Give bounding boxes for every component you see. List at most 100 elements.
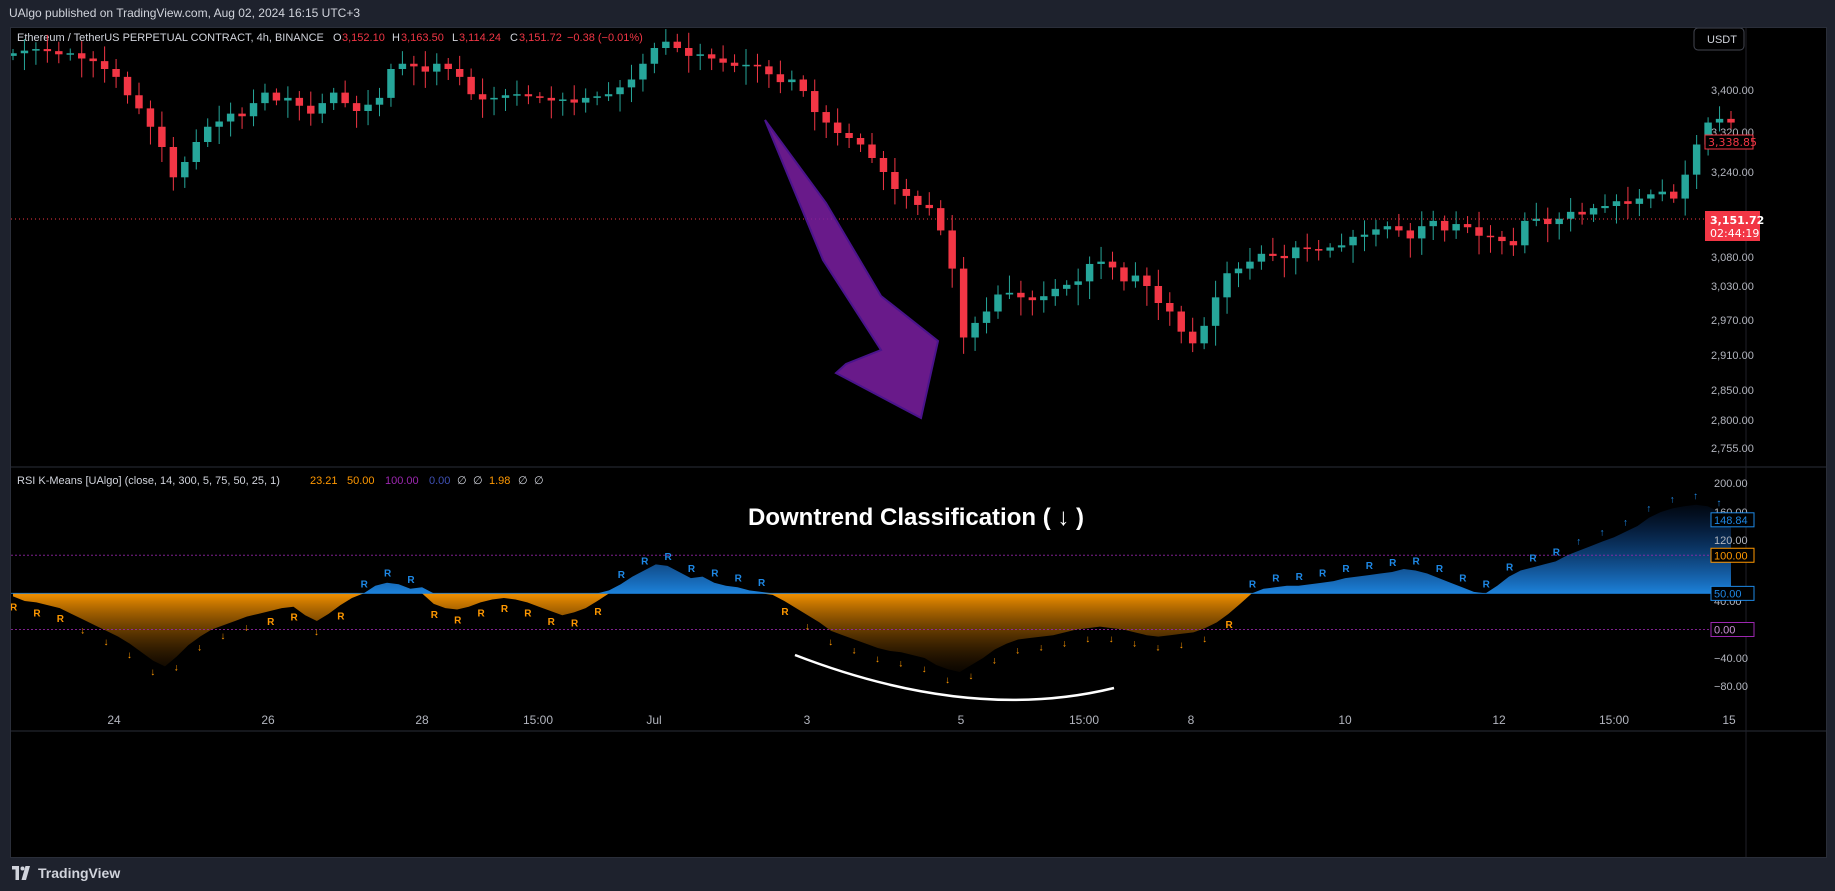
time-axis-tick: 15:00 <box>1599 713 1629 727</box>
rsi-level-tag-box <box>1710 585 1755 601</box>
candle-body <box>387 69 395 98</box>
time-axis-tick: 10 <box>1338 713 1352 727</box>
candle-body <box>1429 220 1437 227</box>
rsi-signal-label: ↓ <box>314 627 319 638</box>
candle-body <box>753 64 762 67</box>
candle-body <box>1326 247 1334 251</box>
candle-body <box>1521 220 1529 246</box>
candle-body <box>581 97 590 103</box>
time-axis-tick: 15 <box>1722 713 1736 727</box>
legend-open-label: O <box>333 32 342 44</box>
candle-body <box>1211 297 1220 326</box>
candle-body <box>410 63 418 67</box>
candle-body <box>1418 226 1426 239</box>
candle-body <box>1509 241 1518 246</box>
time-axis-tick: 12 <box>1492 713 1506 727</box>
annotation-text[interactable]: Downtrend Classification ( ↓ ) <box>748 504 1084 531</box>
rsi-level-tag: 50.00 <box>1710 585 1755 601</box>
candle-body <box>1143 275 1151 286</box>
rsi-signal-label: R <box>57 614 65 625</box>
candle-body <box>478 94 487 100</box>
candle-body <box>1257 253 1266 262</box>
chart-canvas[interactable]: Ethereum / TetherUS PERPETUAL CONTRACT, … <box>11 28 1826 857</box>
indicator-value-4: 0.00 <box>429 475 450 487</box>
rsi-signal-label: ↓ <box>1132 638 1137 649</box>
candle-body <box>1692 144 1701 175</box>
rsi-level-tag-box <box>1710 547 1755 563</box>
rsi-level-tag-text: 100.00 <box>1714 550 1748 562</box>
rsi-signal-label: ↓ <box>197 643 202 654</box>
rsi-signal-label: R <box>1249 579 1257 590</box>
rsi-signal-label: R <box>1319 569 1327 580</box>
candle-body <box>32 49 40 51</box>
indicator-name[interactable]: RSI K-Means [UAlgo] (close, 14, 300, 5, … <box>17 475 280 487</box>
candle-body <box>627 79 636 88</box>
candle-body <box>559 99 567 101</box>
curve-annotation[interactable] <box>794 653 1115 702</box>
legend-close-label: C <box>510 32 518 44</box>
legend-change-value: −0.38 (−0.01%) <box>567 32 643 44</box>
time-axis[interactable]: 24 26 28 15:00 Jul 3 5 15:00 8 10 12 15:00 15 <box>107 713 1736 727</box>
rsi-signal-label: R <box>477 608 485 619</box>
time-axis-tick: 5 <box>958 713 965 727</box>
candle-body <box>1498 236 1506 242</box>
candle-body <box>971 322 979 338</box>
rsi-signal-label: R <box>758 578 766 589</box>
candle-body <box>1097 261 1105 264</box>
candle-body <box>318 103 326 114</box>
rsi-level-tag-text: 0.00 <box>1714 625 1735 637</box>
tradingview-brand[interactable]: TradingView <box>10 865 120 881</box>
candle-body <box>55 51 63 55</box>
rsi-axis-tick: −80.00 <box>1714 681 1748 693</box>
candle-body <box>914 195 922 205</box>
candle-body <box>1658 191 1667 195</box>
candle-body <box>604 94 613 97</box>
rsi-level-tag-text: 50.00 <box>1714 588 1742 600</box>
rsi-signal-label: R <box>781 607 789 618</box>
rsi-signal-label: ↑ <box>1599 528 1604 539</box>
price-axis-tick: 3,400.00 <box>1711 85 1754 97</box>
rsi-signal-label: ↓ <box>150 667 155 678</box>
rsi-signal-label: R <box>1296 572 1304 583</box>
rsi-signal-label: ↓ <box>992 655 997 666</box>
candle-body <box>1028 297 1037 301</box>
candle-body <box>1624 201 1632 204</box>
chart-frame[interactable]: Ethereum / TetherUS PERPETUAL CONTRACT, … <box>10 27 1827 858</box>
rsi-bull-area <box>13 504 1731 594</box>
candle-body <box>833 122 842 133</box>
price-axis[interactable]: 3,400.003,320.003,240.003,080.003,030.00… <box>1711 85 1754 455</box>
rsi-signal-label: R <box>735 573 743 584</box>
candle-body <box>1555 218 1563 225</box>
rsi-signal-label: ↑ <box>1646 504 1651 515</box>
rsi-signal-label: R <box>1272 573 1280 584</box>
candle-body <box>925 204 933 209</box>
candle-body <box>776 74 785 83</box>
candle-body <box>1635 198 1644 204</box>
legend-close-value: 3,151.72 <box>519 32 562 44</box>
rsi-signal-label: R <box>594 607 602 618</box>
candle-body <box>845 133 853 138</box>
candle-body <box>1475 227 1483 236</box>
rsi-signal-label: R <box>1366 561 1374 572</box>
candle-body <box>1303 247 1311 250</box>
candle-body <box>1532 218 1541 221</box>
candle-body <box>112 69 120 77</box>
candle-body <box>1578 211 1586 215</box>
candle-body <box>811 91 819 113</box>
candles-group <box>11 29 1735 354</box>
rsi-signal-label: R <box>1436 564 1444 575</box>
rsi-axis[interactable]: 200.00160.00120.0040.00−40.00−80.00148.8… <box>1710 478 1755 693</box>
legend-open-value: 3,152.10 <box>342 32 385 44</box>
candle-body <box>1647 194 1655 199</box>
legend-low-label: L <box>452 32 458 44</box>
candle-body <box>341 92 349 104</box>
high-marker-tag: 3,338.85 <box>1704 134 1757 150</box>
candle-body <box>455 69 464 77</box>
candle-body <box>891 172 899 189</box>
candle-body <box>1074 281 1082 285</box>
rsi-signal-label: R <box>571 618 579 629</box>
currency-button[interactable]: USDT <box>1693 28 1745 51</box>
downtrend-arrow-drawing[interactable] <box>764 119 940 420</box>
candle-body <box>513 94 521 96</box>
legend-symbol[interactable]: Ethereum / TetherUS PERPETUAL CONTRACT, … <box>17 32 324 44</box>
